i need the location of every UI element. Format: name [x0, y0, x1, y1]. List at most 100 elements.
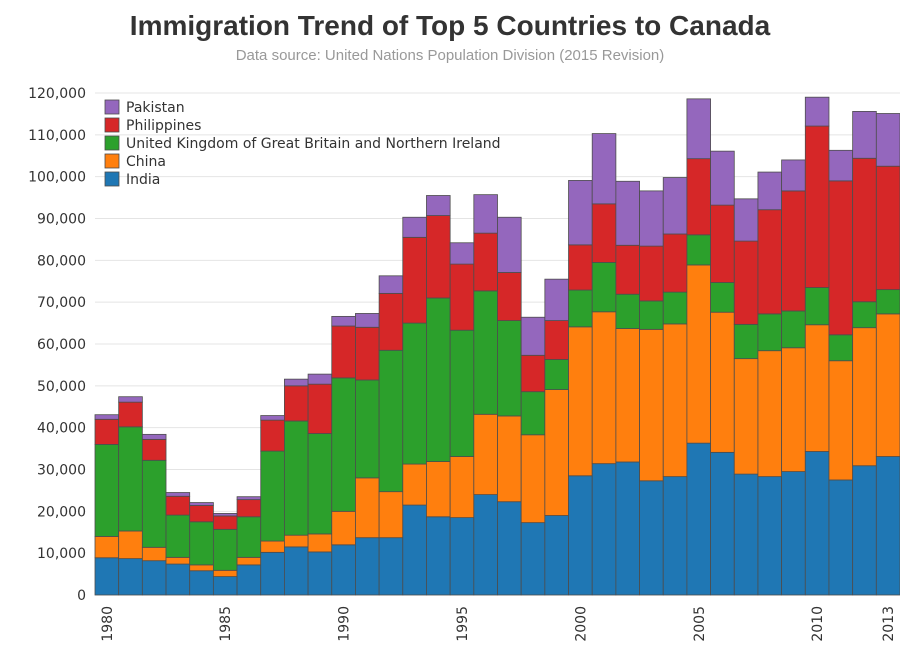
bar-segment: [497, 272, 522, 321]
bar-segment: [615, 461, 640, 596]
y-tick-label: 120,000: [28, 86, 86, 102]
bar-segment: [118, 401, 143, 428]
bar-segment: [520, 354, 546, 393]
bar-segment: [165, 514, 191, 558]
legend-swatch: [104, 117, 120, 133]
bar-segment: [733, 358, 759, 475]
bar-segment: [733, 473, 759, 596]
bar-segment: [497, 501, 522, 596]
bar-segment: [781, 347, 806, 472]
bar-segment: [804, 287, 830, 326]
bar-segment: [662, 476, 688, 596]
bar-segment: [449, 517, 475, 596]
bar-segment: [355, 326, 380, 381]
bar-segment: [94, 418, 120, 445]
legend-swatch: [104, 135, 120, 151]
bar-segment: [94, 557, 120, 596]
bar-segment: [449, 329, 475, 457]
bar-segment: [284, 546, 309, 596]
bar-segment: [165, 495, 191, 516]
bar-segment: [426, 297, 451, 462]
bar-segment: [307, 373, 333, 385]
bar-segment: [426, 461, 451, 518]
bar-segment: [828, 334, 854, 362]
bar-segment: [378, 537, 404, 596]
bar-segment: [544, 389, 569, 516]
bar-segment: [568, 475, 593, 596]
bar-segment: [781, 310, 806, 349]
bar-segment: [757, 350, 783, 478]
bar-segment: [260, 450, 285, 542]
x-tick-label: 1995: [455, 606, 471, 642]
bar-segment: [212, 528, 238, 571]
bar-segment: [852, 465, 877, 596]
y-tick-label: 0: [77, 588, 86, 604]
bar-segment: [260, 415, 285, 421]
y-tick-label: 20,000: [37, 504, 86, 520]
bar-segment: [307, 383, 333, 434]
bar-segment: [473, 494, 498, 596]
bar-segment: [781, 190, 806, 312]
bar-segment: [331, 377, 356, 512]
bar-segment: [852, 157, 877, 303]
bar-segment: [828, 180, 854, 336]
bar-segment: [852, 111, 877, 159]
bar-segment: [141, 560, 167, 596]
bar-segment: [733, 240, 759, 325]
y-tick-label: 50,000: [37, 379, 86, 395]
y-tick-label: 80,000: [37, 253, 86, 269]
bar-segment: [520, 316, 546, 356]
bar-segment: [615, 293, 640, 329]
bar-segment: [875, 289, 900, 315]
bars: [94, 96, 900, 596]
bar-segment: [757, 209, 783, 315]
bar-segment: [662, 177, 688, 235]
bar-segment: [189, 521, 214, 566]
bar-segment: [781, 159, 806, 192]
bar-segment: [355, 477, 380, 539]
bar-segment: [189, 570, 214, 596]
bar-segment: [686, 442, 711, 596]
legend-label: India: [126, 172, 160, 188]
bar-segment: [141, 459, 167, 548]
bar-segment: [852, 327, 877, 467]
bar-segment: [875, 113, 900, 167]
y-tick-label: 40,000: [37, 421, 86, 437]
y-tick-label: 60,000: [37, 337, 86, 353]
bar-segment: [189, 502, 214, 506]
bar-segment: [520, 522, 546, 596]
bar-segment: [733, 323, 759, 360]
bar-segment: [615, 328, 640, 463]
bar-segment: [165, 563, 191, 596]
y-tick-label: 70,000: [37, 295, 86, 311]
bar-segment: [426, 215, 451, 299]
bar-segment: [212, 515, 238, 530]
bar-segment: [520, 391, 546, 436]
bar-segment: [852, 301, 877, 329]
bar-segment: [402, 216, 427, 238]
legend-label: China: [126, 154, 166, 170]
chart-subtitle: Data source: United Nations Population D…: [235, 47, 665, 64]
x-tick-label: 1985: [218, 606, 234, 642]
bar-segment: [662, 323, 688, 478]
y-tick-label: 90,000: [37, 212, 86, 228]
bar-segment: [639, 300, 664, 330]
x-tick-label: 2005: [692, 606, 708, 642]
bar-segment: [544, 278, 569, 321]
bar-segment: [260, 419, 285, 452]
x-tick-label: 2013: [881, 606, 897, 642]
bar-segment: [307, 533, 333, 553]
bar-segment: [686, 234, 711, 266]
bar-segment: [402, 504, 427, 596]
bar-segment: [568, 289, 593, 328]
bar-segment: [331, 315, 356, 327]
bar-segment: [473, 413, 498, 495]
bar-segment: [591, 203, 617, 263]
bar-segment: [307, 551, 333, 596]
bar-segment: [426, 195, 451, 216]
bar-segment: [236, 564, 262, 596]
bar-segment: [260, 551, 285, 596]
bar-segment: [212, 576, 238, 596]
bar-segment: [473, 232, 498, 292]
bar-segment: [686, 158, 711, 236]
